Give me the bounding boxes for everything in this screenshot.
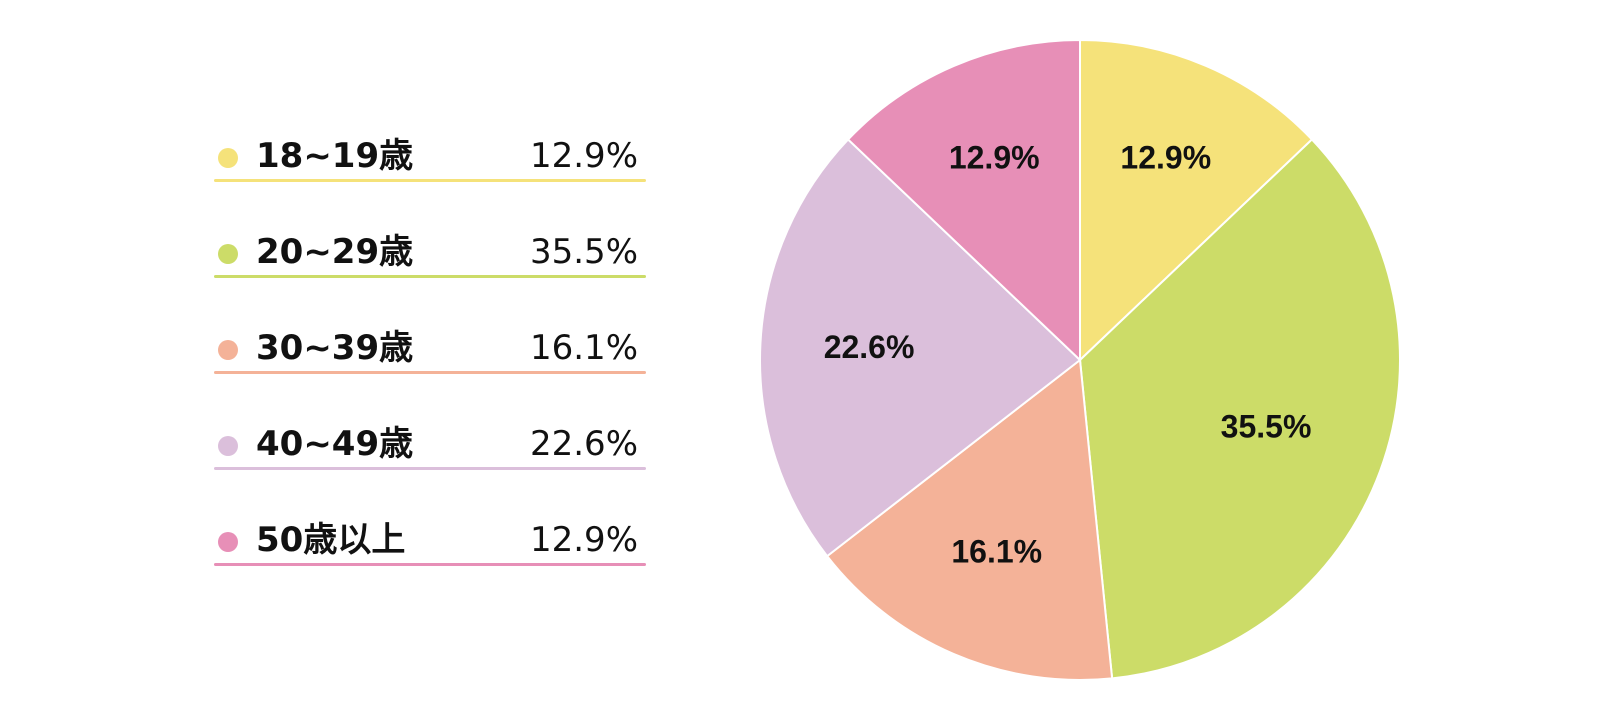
- legend-item-40-49: 40~49歳 22.6%: [210, 416, 650, 470]
- legend-underline: [214, 179, 646, 182]
- legend-item-18-19: 18~19歳 12.9%: [210, 128, 650, 182]
- legend-label: 20~29歳: [256, 232, 414, 272]
- legend-item-20-29: 20~29歳 35.5%: [210, 224, 650, 278]
- legend-value: 35.5%: [529, 232, 638, 272]
- slice-label-30-39: 16.1%: [951, 534, 1042, 570]
- legend-item-50-plus: 50歳以上 12.9%: [210, 512, 650, 566]
- legend-underline: [214, 275, 646, 278]
- legend-swatch: [218, 148, 238, 168]
- legend-swatch: [218, 532, 238, 552]
- legend: 18~19歳 12.9% 20~29歳 35.5% 30~39歳 16.1% 4…: [210, 128, 650, 608]
- slice-label-40-49: 22.6%: [824, 329, 915, 365]
- legend-value: 16.1%: [529, 328, 638, 368]
- legend-item-30-39: 30~39歳 16.1%: [210, 320, 650, 374]
- legend-label: 18~19歳: [256, 136, 414, 176]
- legend-value: 22.6%: [529, 424, 638, 464]
- legend-label: 50歳以上: [256, 520, 406, 560]
- legend-swatch: [218, 244, 238, 264]
- slice-label-18-19: 12.9%: [1120, 139, 1211, 175]
- legend-value: 12.9%: [529, 136, 638, 176]
- legend-underline: [214, 563, 646, 566]
- pie-slice-20-29: [1078, 138, 1401, 680]
- pie-slice-30-39: [825, 358, 1114, 681]
- legend-value: 12.9%: [529, 520, 638, 560]
- legend-swatch: [218, 436, 238, 456]
- slice-label-20-29: 35.5%: [1221, 408, 1312, 444]
- legend-underline: [214, 467, 646, 470]
- slice-label-50-plus: 12.9%: [949, 139, 1040, 175]
- pie-slice-50-plus: [846, 38, 1081, 363]
- legend-underline: [214, 371, 646, 374]
- legend-label: 30~39歳: [256, 328, 414, 368]
- pie-slice-40-49: [759, 138, 1082, 558]
- legend-label: 40~49歳: [256, 424, 414, 464]
- pie-slice-18-19: [1079, 38, 1314, 363]
- legend-swatch: [218, 340, 238, 360]
